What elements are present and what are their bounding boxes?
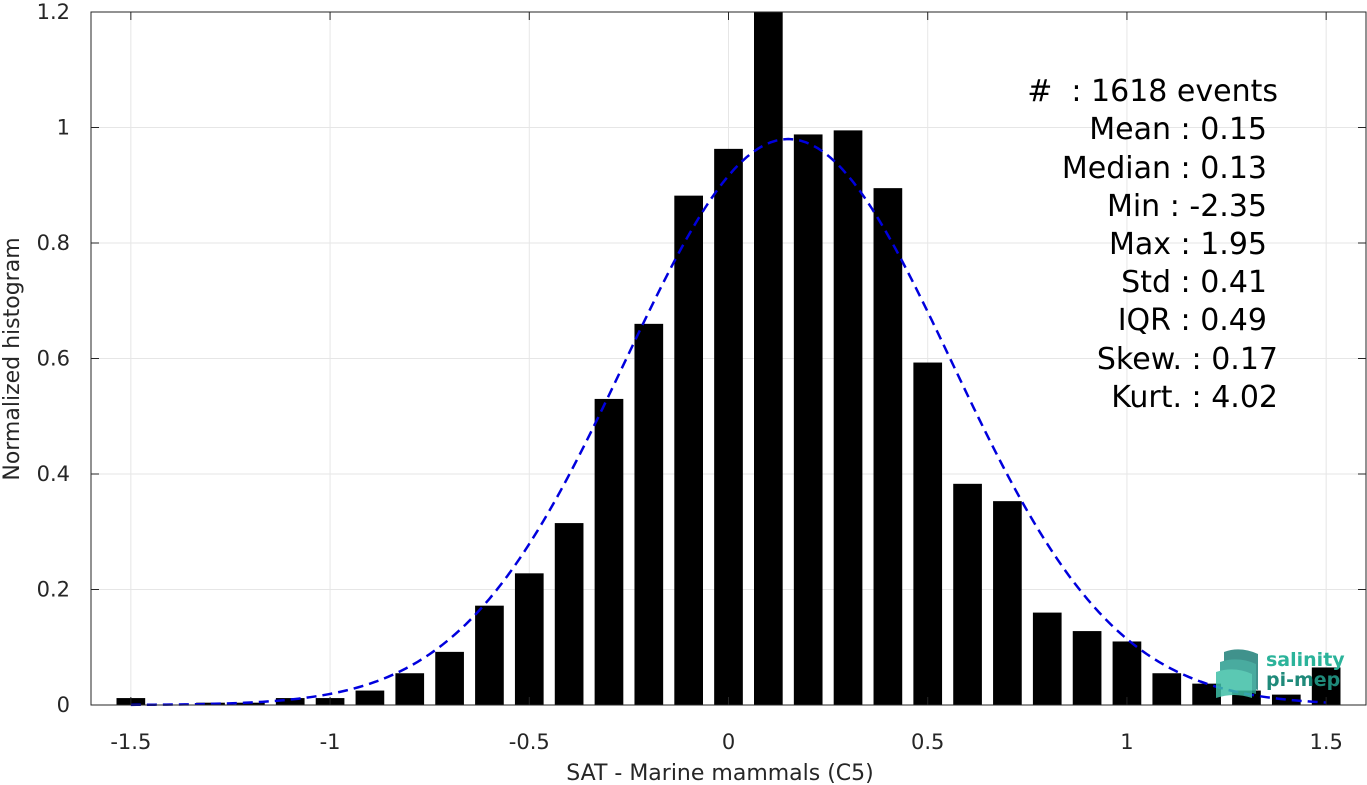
x-tick-label: -0.5 [509, 730, 550, 754]
x-tick-label: -1.5 [110, 730, 151, 754]
histogram-bar [1152, 673, 1182, 705]
x-tick-label: 1.5 [1309, 730, 1342, 754]
stat-skew: Skew. : 0.17 [1097, 342, 1278, 377]
logo-pimep: pi-mep [1266, 669, 1340, 691]
y-tick-label: 0 [57, 693, 70, 717]
histogram-bar [236, 702, 265, 705]
histogram-bar [953, 483, 982, 705]
salinity-pimep-logo: salinity pi-mep [1216, 649, 1345, 698]
x-tick-label: -1 [320, 730, 341, 754]
wave-logo-icon [1216, 649, 1258, 698]
histogram-bar [275, 698, 305, 705]
y-tick-label: 1 [57, 116, 70, 140]
stat-mean: Mean : 0.15 [1089, 112, 1267, 147]
y-axis-label: Normalized histogram [0, 237, 25, 480]
y-tick-label: 0.8 [37, 231, 70, 255]
histogram-bar [1112, 641, 1142, 705]
logo-salinity: salinity [1266, 649, 1345, 671]
stat-max: Max : 1.95 [1109, 227, 1267, 262]
histogram-bar [1271, 694, 1301, 705]
histogram-bar [913, 362, 943, 705]
y-tick-label: 0.6 [37, 347, 70, 371]
histogram-bar [514, 573, 544, 705]
histogram-bar [873, 188, 903, 705]
histogram-bar [355, 690, 385, 705]
histogram-bar [435, 651, 464, 705]
y-tick-label: 0.2 [37, 578, 70, 602]
histogram-bar [1032, 612, 1062, 705]
x-tick-label: 0 [722, 730, 735, 754]
stat-min: Min : -2.35 [1107, 189, 1267, 224]
stat-iqr: IQR : 0.49 [1118, 303, 1267, 338]
histogram-bar [793, 134, 823, 705]
x-axis-label: SAT - Marine mammals (C5) [566, 761, 874, 785]
stat-median: Median : 0.13 [1062, 151, 1267, 186]
histogram-bar [754, 12, 783, 705]
histogram-bar [714, 148, 743, 705]
y-tick-label: 0.4 [37, 462, 70, 486]
histogram-bar [674, 195, 703, 705]
histogram-bar [634, 323, 664, 705]
histogram-bar [1072, 631, 1102, 705]
y-tick-label: 1.2 [37, 0, 70, 24]
ticks [91, 11, 1366, 706]
fit-curve [130, 137, 1327, 707]
x-tick-label: 0.5 [911, 730, 944, 754]
histogram-bar [594, 398, 624, 705]
stat-std: Std : 0.41 [1121, 265, 1267, 300]
histogram-bar [395, 673, 425, 705]
histogram-bar [1192, 683, 1221, 705]
histogram-bar [475, 605, 504, 705]
stat-events: # : 1618 events [1027, 74, 1278, 109]
tick-labels: -1.5 -1 -0.5 0 0.5 1 1.5 0 0.2 0.4 0.6 0.8 1 1.2 [37, 0, 1343, 754]
histogram-bar [554, 523, 584, 705]
x-tick-label: 1 [1120, 730, 1133, 754]
stats-box: # : 1618 events Mean : 0.15 Median : 0.1… [1027, 74, 1278, 415]
histogram-bar [833, 130, 863, 705]
stat-kurt: Kurt. : 4.02 [1111, 380, 1278, 415]
bars [116, 12, 1341, 705]
histogram-bar [993, 501, 1022, 705]
histogram-bar [196, 702, 225, 705]
